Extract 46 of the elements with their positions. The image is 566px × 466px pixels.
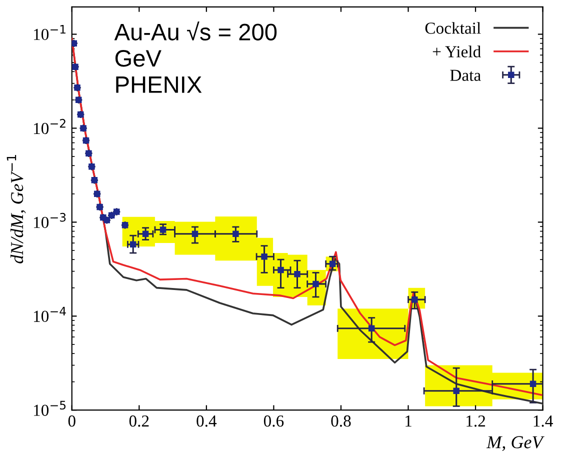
point [80,125,86,132]
point [329,260,336,267]
y-axis-title: dN/dM, GeV$^{−1}$ [6,154,26,264]
x-tick-label: 1.2 [466,415,486,427]
y-tick-label: 10$^{−4}$ [34,306,66,322]
point [78,111,84,118]
legend-label: Data [450,70,481,81]
annotation: Au-Au √s = 200 GeV PHENIX [114,22,277,93]
x-tick-label: 1.4 [534,416,553,427]
point [530,380,536,388]
y-tick-label: 10$^{−1}$ [34,25,66,40]
legend-label: + Yield [432,46,481,58]
point [453,388,460,394]
point [88,164,95,170]
point [368,325,375,332]
point [74,84,80,91]
point [294,270,300,278]
point [312,280,319,288]
point [142,230,149,238]
point [75,96,82,104]
point [192,230,198,238]
x-tick-label: 1 [406,416,412,427]
y-tick-label: 10$^{−2}$ [34,118,66,134]
point [160,226,166,233]
point [82,137,90,144]
x-tick-label: 0.4 [196,415,217,427]
point [130,241,136,248]
point [278,266,284,274]
point [94,190,100,197]
point [72,64,78,70]
point [86,150,92,156]
point [232,230,239,238]
point [91,177,98,184]
y-tick-label: 10$^{−5}$ [34,400,66,416]
point [96,204,103,210]
point [412,296,418,303]
x-tick-label: 0.6 [264,415,284,427]
point [122,222,128,228]
x-axis-title: M, GeV [486,436,545,451]
x-tick-label: 0.2 [129,415,149,427]
x-tick-label: 0.8 [331,415,351,427]
point [72,40,78,46]
point [261,253,268,260]
y-tick-label: 10$^{−3}$ [34,212,66,228]
legend-label: Cocktail [425,22,481,34]
x-tick-label: 0 [68,415,76,427]
